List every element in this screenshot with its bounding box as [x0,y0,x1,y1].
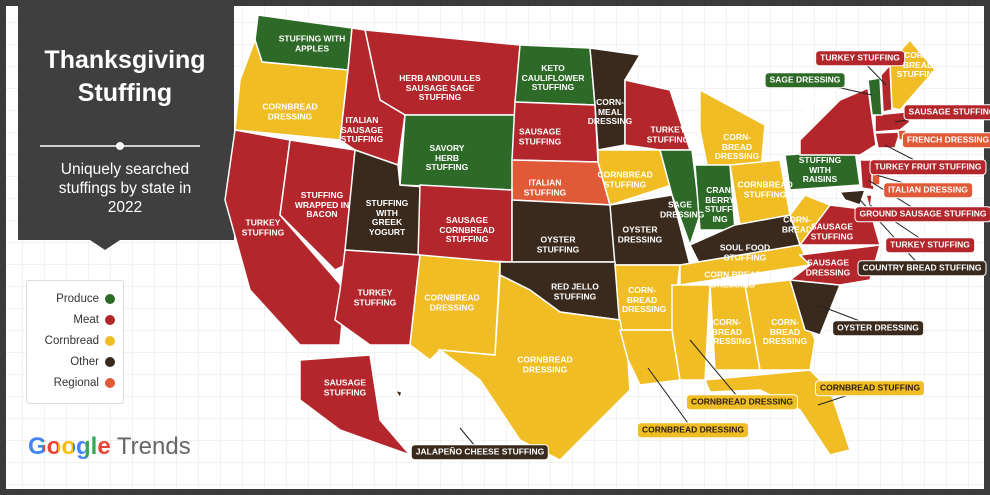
state-label: FRENCH DRESSING [901,132,990,148]
legend-label: Regional [53,377,99,389]
state-label: TURKEY STUFFING [353,287,397,307]
state-label: TURKEY STUFFING [646,124,690,144]
state-label: SAGE DRESSING [660,199,705,219]
legend-label: Meat [73,314,99,326]
state-label: SAUSAGE CORNBREAD STUFFING [439,214,495,244]
state [880,63,893,113]
legend-label: Produce [56,293,99,305]
state-label: CORN-BREAD DRESSING [707,316,752,346]
state-label: SOUL FOOD STUFFING [719,242,771,262]
legend-item: Meat [73,314,115,326]
callout-line [647,367,694,431]
state-label: CORN-BREAD DRESSING [622,284,667,314]
state-label: CORNBREAD DRESSING [424,292,480,312]
legend-swatch [105,336,115,346]
state-label: CORNBREAD DRESSING [517,354,573,374]
state-label: TURKEY STUFFING [885,237,975,253]
title-panel [18,0,234,250]
state [619,329,681,386]
state-label: STUFFING WRAPPED IN BACON [294,189,350,219]
state-label: TURKEY STUFFING [815,50,905,66]
state-label: OYSTER STUFFING [536,234,580,254]
legend-swatch [105,378,115,388]
state-label: ITALIAN DRESSING [883,182,973,198]
state [874,131,902,149]
state [659,149,701,248]
legend-label: Other [70,356,99,368]
state-label: CORNBREAD DRESSING [685,394,799,410]
legend-item: Regional [54,377,115,389]
state-label: TURKEY FRUIT STUFFING [869,159,987,175]
state-label: OYSTER DRESSING [832,320,924,336]
state [279,139,356,271]
legend-swatch [105,294,115,304]
state [437,273,631,461]
state-label: CORNBREAD DRESSING [262,101,318,121]
legend-item: Produce [56,293,115,305]
state [838,189,867,206]
state [597,149,673,206]
state-label: JALAPEÑO CHEESE STUFFING [410,444,550,460]
state-label: TURKEY STUFFING [241,217,285,237]
state-label: STUFFING WITH GREEK YOGURT [365,198,409,237]
state-label: OYSTER DRESSING [617,224,663,244]
state [799,86,877,156]
brand: Google Trends [28,433,191,461]
title: Thanksgiving Stuffing [44,46,206,107]
state [671,284,711,381]
state-label: HERB ANDOUILLES SAUSAGE SAGE STUFFING [399,72,481,102]
state-label: CORN-MEAL DRESSING [587,96,633,126]
legend-item: Other [70,356,115,368]
state-label: SAUSAGE STUFFING [323,377,367,397]
state [867,77,883,116]
state-label: CORN-BREAD [781,214,813,234]
state-label: CORN BREAD DRESSING [704,269,762,289]
brand-product: Trends [116,433,191,460]
state-label: CORN-BREAD DRESSING [762,316,808,346]
state-label: SAUSAGE STUFFING [903,104,990,120]
legend-swatch [105,357,115,367]
state-label: COUNTRY BREAD STUFFING [857,260,987,276]
subtitle: Uniquely searched stuffings by state in … [58,161,192,216]
legend: Produce Meat Cornbread Other Regional [26,280,124,404]
callout-line [689,339,743,403]
state-label: SAGE DRESSING [764,72,846,88]
state-label: CORNBREAD STUFFING [737,179,793,199]
state-label: SAUSAGE DRESSING [805,257,851,277]
state-label: SAUSAGE STUFFING [810,221,854,241]
state-label: KETO CAULIFLOWER STUFFING [521,62,585,92]
state-label: ITALIAN SAUSAGE STUFFING [340,114,384,144]
state-label: GROUND SAUSAGE STUFFING [854,206,990,222]
state [299,354,413,457]
state-label: CORNBREAD DRESSING [636,422,750,438]
state-label: STUFFING WITH APPLES [278,33,346,53]
state-label: CORNBREAD STUFFING [597,169,653,189]
legend-swatch [105,315,115,325]
state-label: SAVORY HERB STUFFING [425,142,469,172]
state-label: CORN-BREAD STUFFING [896,49,940,79]
state-label: SAUSAGE STUFFING [786,94,830,114]
legend-item: Cornbread [45,335,115,347]
state-label: STUFFING WITH RAISINS [798,154,842,184]
state-label: RED JELLO STUFFING [551,281,599,301]
state [703,369,851,456]
state-label: ITALIAN STUFFING [523,177,567,197]
state [393,388,403,400]
state [874,111,911,133]
state-label: CORNBREAD STUFFING [814,380,926,396]
legend-label: Cornbread [44,335,99,347]
title-panel: Thanksgiving Stuffing Uniquely searched … [18,0,232,235]
state-label: CRAN-BERRY STUFF-ING [704,185,736,224]
divider-dot [116,142,124,150]
brand-google: Google [28,433,111,460]
state-label: CORN-BREAD DRESSING [714,131,760,161]
state-label: SAUSAGE STUFFING [518,126,562,146]
